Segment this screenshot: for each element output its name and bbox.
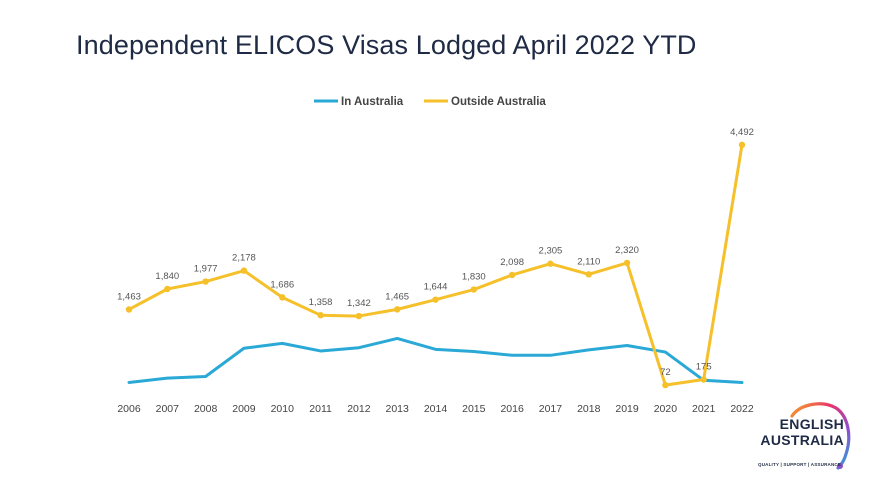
legend-label-0: In Australia [341,96,404,108]
data-point [432,296,439,303]
x-tick-label: 2007 [156,403,180,415]
data-label: 1,977 [194,264,218,275]
chart-points [125,141,746,389]
data-point [355,312,363,320]
data-point [317,311,324,319]
data-point [125,306,133,313]
english-australia-logo: ENGLISH AUSTRALIA QUALITY | SUPPORT | AS… [752,402,862,474]
x-tick-label: 2016 [500,403,524,415]
x-tick-label: 2008 [194,403,218,415]
chart-title: Independent ELICOS Visas Lodged April 20… [76,30,697,60]
x-tick-label: 2017 [539,403,563,415]
data-label: 2,110 [577,256,600,267]
data-label: 2,320 [615,245,639,256]
data-label: 2,098 [500,257,524,268]
data-label: 72 [660,367,671,378]
x-tick-label: 2021 [692,403,716,415]
logo-tagline: QUALITY | SUPPORT | ASSURANCE [758,462,842,467]
data-point [202,278,209,285]
data-point [470,286,478,293]
data-label: 175 [696,361,712,372]
series-line-0 [127,336,744,384]
data-label: 1,686 [270,279,294,290]
data-label: 1,840 [155,271,179,282]
data-point [738,141,746,149]
data-label: 1,342 [347,298,371,309]
x-tick-label: 2010 [271,403,295,415]
logo-word-australia: AUSTRALIA [760,432,844,448]
data-point [508,271,516,279]
data-label: 1,830 [462,272,486,283]
x-tick-label: 2015 [462,403,486,415]
x-tick-label: 2020 [654,403,678,415]
data-point [700,376,707,383]
data-point [585,271,592,278]
x-tick-label: 2018 [577,403,601,415]
data-label: 2,305 [539,246,563,257]
chart-data-labels: 1,463 1,840 1,977 2,178 1,686 1,358 1,342 1,465… [117,127,754,378]
x-tick-label: 2009 [232,403,256,415]
data-label: 2,178 [232,253,256,264]
data-label: 1,358 [309,297,333,308]
data-point [623,259,631,267]
x-tick-label: 2011 [309,403,332,415]
x-tick-label: 2013 [386,403,410,415]
data-label: 1,465 [385,291,409,302]
data-point [547,260,554,267]
data-point [393,306,401,313]
logo-word-english: ENGLISH [779,416,844,432]
data-point [164,285,171,293]
chart-legend: In Australia Outside Australia [314,96,546,108]
x-tick-label: 2006 [117,403,141,415]
data-point [279,294,286,301]
logo-swoosh-icon [790,402,851,470]
x-axis-ticks: 2006 2007 2008 2009 2010 2011 2012 2013 2014 2015… [117,403,754,415]
x-tick-label: 2012 [347,403,371,415]
data-point [240,267,248,274]
chart-lines [127,143,744,387]
x-tick-label: 2014 [424,403,448,415]
x-tick-label: 2022 [730,403,754,415]
legend-label-1: Outside Australia [451,96,546,108]
data-label: 1,463 [117,291,141,302]
data-point [662,381,669,389]
data-label: 4,492 [730,127,754,138]
x-tick-label: 2019 [615,403,639,415]
data-label: 1,644 [424,282,448,293]
